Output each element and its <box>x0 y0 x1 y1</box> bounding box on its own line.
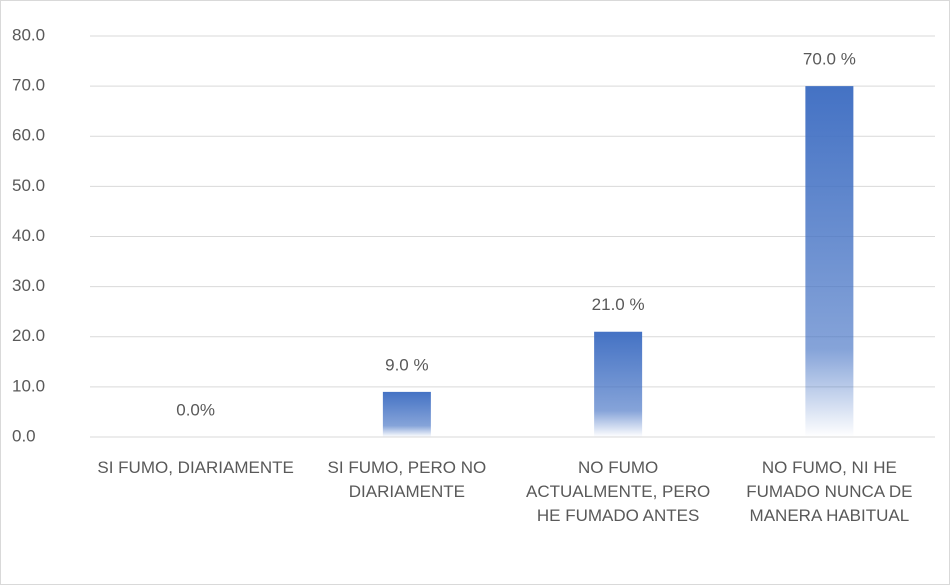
y-tick-label: 30.0 <box>12 276 45 295</box>
y-tick-label: 80.0 <box>12 25 45 44</box>
data-label: 70.0 % <box>803 50 856 69</box>
data-label: 9.0 % <box>385 355 428 374</box>
y-tick-label: 20.0 <box>12 326 45 345</box>
bar <box>805 86 854 437</box>
x-tick-label: NO FUMO, NI HE FUMADO NUNCA DE MANERA HA… <box>746 458 913 525</box>
data-label: 21.0 % <box>592 295 645 314</box>
x-tick-label: SI FUMO, PERO NO DIARIAMENTE <box>327 458 487 501</box>
y-tick-label: 40.0 <box>12 226 45 245</box>
bar <box>594 331 643 437</box>
bar <box>382 391 431 437</box>
y-tick-label: 70.0 <box>12 76 45 95</box>
y-tick-label: 60.0 <box>12 126 45 145</box>
data-label: 0.0% <box>176 400 215 419</box>
y-tick-label: 50.0 <box>12 176 45 195</box>
y-tick-label: 10.0 <box>12 376 45 395</box>
y-tick-label: 0.0 <box>12 426 36 445</box>
x-tick-label: NO FUMO ACTUALMENTE, PERO HE FUMADO ANTE… <box>526 458 711 525</box>
x-tick-label: SI FUMO, DIARIAMENTE <box>97 458 294 477</box>
